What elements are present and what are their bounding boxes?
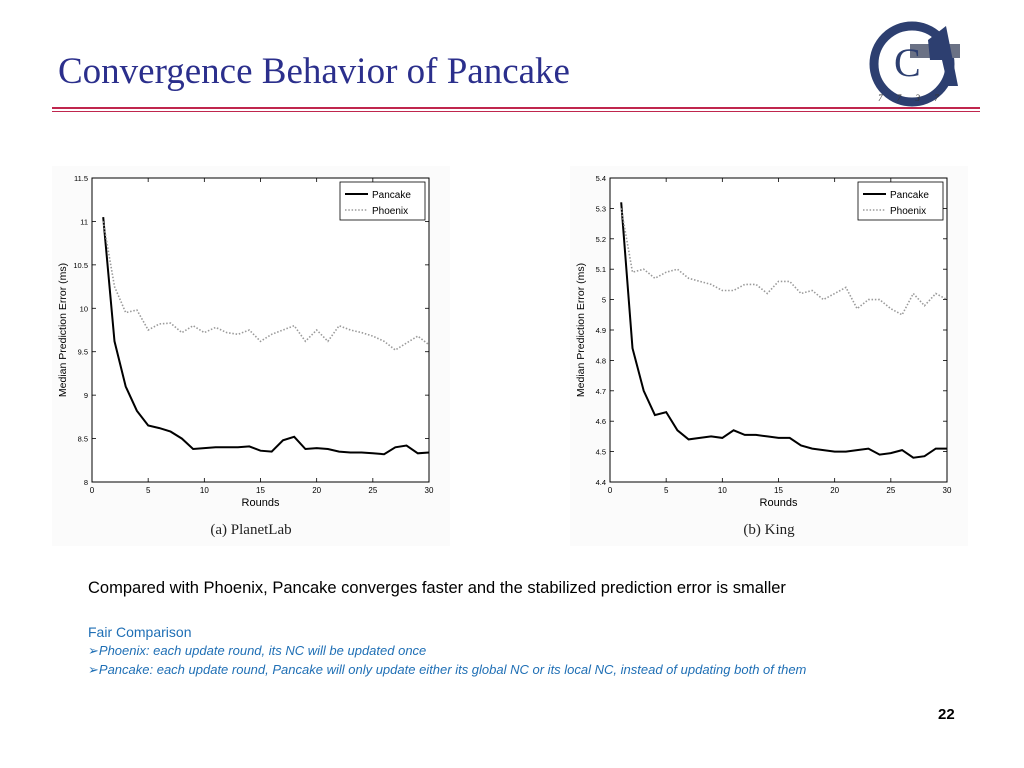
- series-line-pancake: [620, 202, 947, 459]
- y-tick-label: 5.2: [596, 235, 606, 244]
- x-tick-label: 15: [774, 486, 783, 495]
- y-tick-label: 4.8: [596, 356, 606, 365]
- y-tick-label: 8.5: [78, 435, 88, 444]
- y-tick-label: 4.9: [596, 326, 606, 335]
- chart-planetlab: 0 5 10 15 20 25 30 8 8.5 9 9.5 10 10.5 11 11.5 Rounds Me…: [52, 166, 450, 546]
- x-tick-label: 5: [146, 486, 151, 495]
- bullet-text: Pancake: each update round, Pancake will…: [98, 662, 807, 677]
- y-axis-label: Median Prediction Error (ms): [57, 263, 69, 397]
- chart-caption: (b) King: [743, 522, 795, 538]
- legend-box: [339, 181, 426, 221]
- title-rule: [52, 107, 980, 109]
- x-axis-label: Rounds: [242, 497, 280, 509]
- logo-icon: C: [869, 21, 960, 107]
- y-tick-label: 5.1: [596, 265, 606, 274]
- x-tick-label: 25: [886, 486, 895, 495]
- y-tick-label: 9: [84, 391, 88, 400]
- y-tick-label: 11: [80, 217, 88, 226]
- logo-caption: 7 7 3 7: [878, 93, 945, 103]
- svg-text:C: C: [894, 40, 921, 85]
- y-tick-label: 5.4: [596, 174, 606, 183]
- y-tick-label: 8: [84, 478, 88, 487]
- x-tick-label: 15: [256, 486, 265, 495]
- series-line-phoenix: [620, 208, 948, 316]
- plot-frame: [609, 177, 948, 483]
- x-tick-label: 30: [943, 486, 952, 495]
- y-tick-label: 10.5: [73, 261, 88, 270]
- legend-label: Pancake: [372, 190, 411, 201]
- fair-comparison-heading: Fair Comparison: [88, 624, 192, 640]
- legend-box: [857, 181, 944, 221]
- x-tick-label: 20: [312, 486, 321, 495]
- legend-label: Phoenix: [372, 206, 408, 217]
- x-tick-label: 10: [718, 486, 727, 495]
- slide-title: Convergence Behavior of Pancake: [58, 51, 570, 92]
- y-tick-label: 11.5: [74, 174, 88, 183]
- y-tick-label: 4.6: [596, 417, 606, 426]
- x-tick-label: 25: [368, 486, 377, 495]
- title-rule-thin: [52, 111, 980, 112]
- bullet-arrow-icon: ➢: [88, 662, 99, 677]
- y-tick-label: 10: [80, 304, 88, 313]
- y-tick-label: 4.5: [596, 448, 606, 457]
- bullet-text: Phoenix: each update round, its NC will …: [98, 643, 427, 658]
- chart-caption: (a) PlanetLab: [210, 522, 292, 538]
- series-line-phoenix: [102, 221, 430, 351]
- legend-label: Pancake: [890, 190, 929, 201]
- x-tick-label: 5: [664, 486, 669, 495]
- chart-planetlab-svg: 0 5 10 15 20 25 30 8 8.5 9 9.5 10 10.5 11 11.5 Rounds Me…: [57, 174, 434, 509]
- chart-king: 0 5 10 15 20 25 30 4.4 4.5 4.6 4.7 4.8 4.9 5 5.1 5.2 5.3…: [570, 166, 968, 546]
- plot-frame: [91, 177, 430, 483]
- x-tick-label: 20: [830, 486, 839, 495]
- y-tick-label: 5.3: [596, 204, 606, 213]
- bullet-item: ➢Phoenix: each update round, its NC will…: [88, 643, 426, 659]
- chart-king-svg: 0 5 10 15 20 25 30 4.4 4.5 4.6 4.7 4.8 4.9 5 5.1 5.2 5.3…: [575, 174, 952, 509]
- y-tick-label: 5: [602, 296, 606, 305]
- chart-plot: 0 5 10 15 20 25 30 4.4 4.5 4.6 4.7 4.8 4.9 5 5.1 5.2 5.3…: [575, 174, 952, 509]
- legend-label: Phoenix: [890, 206, 926, 217]
- chart-plot: 0 5 10 15 20 25 30 8 8.5 9 9.5 10 10.5 11 11.5 Rounds Me…: [57, 174, 434, 509]
- x-tick-label: 30: [425, 486, 434, 495]
- y-tick-label: 9.5: [78, 348, 88, 357]
- y-tick-label: 4.4: [596, 478, 606, 487]
- description-text: Compared with Phoenix, Pancake converges…: [88, 579, 786, 597]
- series-line-pancake: [102, 217, 430, 456]
- x-tick-label: 10: [200, 486, 209, 495]
- x-tick-label: 0: [90, 486, 95, 495]
- page-number: 22: [938, 706, 955, 723]
- bullet-item: ➢Pancake: each update round, Pancake wil…: [88, 662, 806, 678]
- x-tick-label: 0: [608, 486, 613, 495]
- x-axis-label: Rounds: [760, 497, 798, 509]
- y-axis-label: Median Prediction Error (ms): [575, 263, 587, 397]
- y-tick-label: 4.7: [596, 387, 606, 396]
- bullet-arrow-icon: ➢: [88, 643, 99, 658]
